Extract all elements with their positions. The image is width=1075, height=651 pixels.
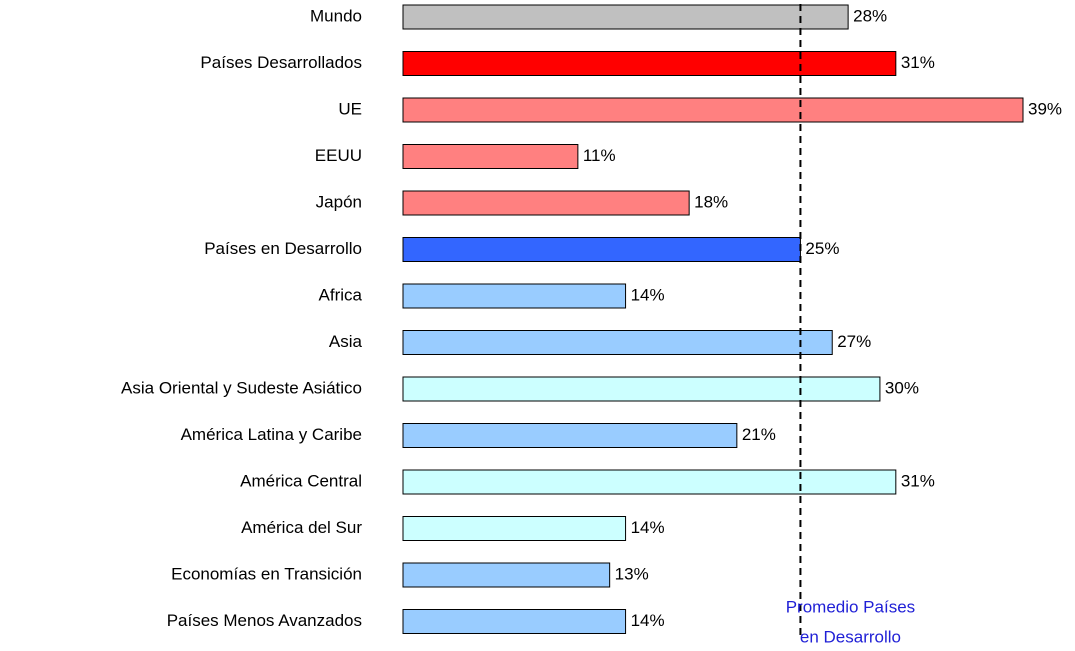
category-label: Países en Desarrollo	[204, 239, 362, 258]
value-label: 14%	[631, 285, 665, 304]
value-label: 31%	[901, 53, 935, 72]
bar	[402, 562, 611, 588]
bar	[402, 237, 801, 262]
category-label: Asia	[329, 332, 363, 351]
bar	[402, 4, 849, 30]
value-label: 14%	[631, 611, 665, 630]
category-label: Economías en Transición	[171, 564, 362, 583]
category-label: Mundo	[310, 6, 362, 25]
value-label: 18%	[694, 192, 728, 211]
value-label: 27%	[837, 332, 871, 351]
value-label: 11%	[583, 146, 616, 165]
bar	[402, 97, 1024, 123]
value-label: 39%	[1028, 99, 1062, 118]
bar	[402, 190, 690, 216]
bar	[402, 51, 897, 76]
category-label: Asia Oriental y Sudeste Asiático	[121, 378, 362, 397]
value-label: 30%	[885, 378, 919, 397]
value-label: 28%	[853, 6, 887, 25]
annotation: en Desarrollo	[800, 627, 901, 646]
bar	[402, 516, 627, 541]
category-label: Japón	[316, 192, 362, 211]
category-label: Países Desarrollados	[200, 53, 362, 72]
bar	[402, 330, 833, 355]
bar	[402, 283, 627, 309]
value-label: 31%	[901, 471, 935, 490]
value-label: 14%	[631, 518, 665, 537]
category-label: América del Sur	[241, 518, 362, 537]
value-label: 21%	[742, 425, 776, 444]
bar	[402, 376, 881, 402]
bar	[402, 423, 738, 448]
bar	[402, 469, 897, 495]
category-label: EEUU	[315, 146, 362, 165]
category-label: Países Menos Avanzados	[167, 611, 362, 630]
category-label: América Latina y Caribe	[181, 425, 362, 444]
value-label: 13%	[615, 564, 649, 583]
value-label: 25%	[805, 239, 839, 258]
bar	[402, 609, 627, 634]
annotation: Promedio Países	[786, 597, 915, 616]
category-label: UE	[338, 99, 362, 118]
bar	[402, 144, 579, 169]
category-label: América Central	[240, 471, 362, 490]
category-label: Africa	[319, 285, 363, 304]
